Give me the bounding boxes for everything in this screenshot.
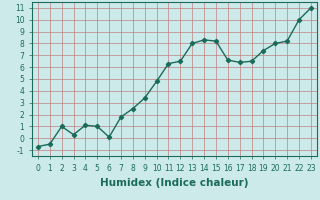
- X-axis label: Humidex (Indice chaleur): Humidex (Indice chaleur): [100, 178, 249, 188]
